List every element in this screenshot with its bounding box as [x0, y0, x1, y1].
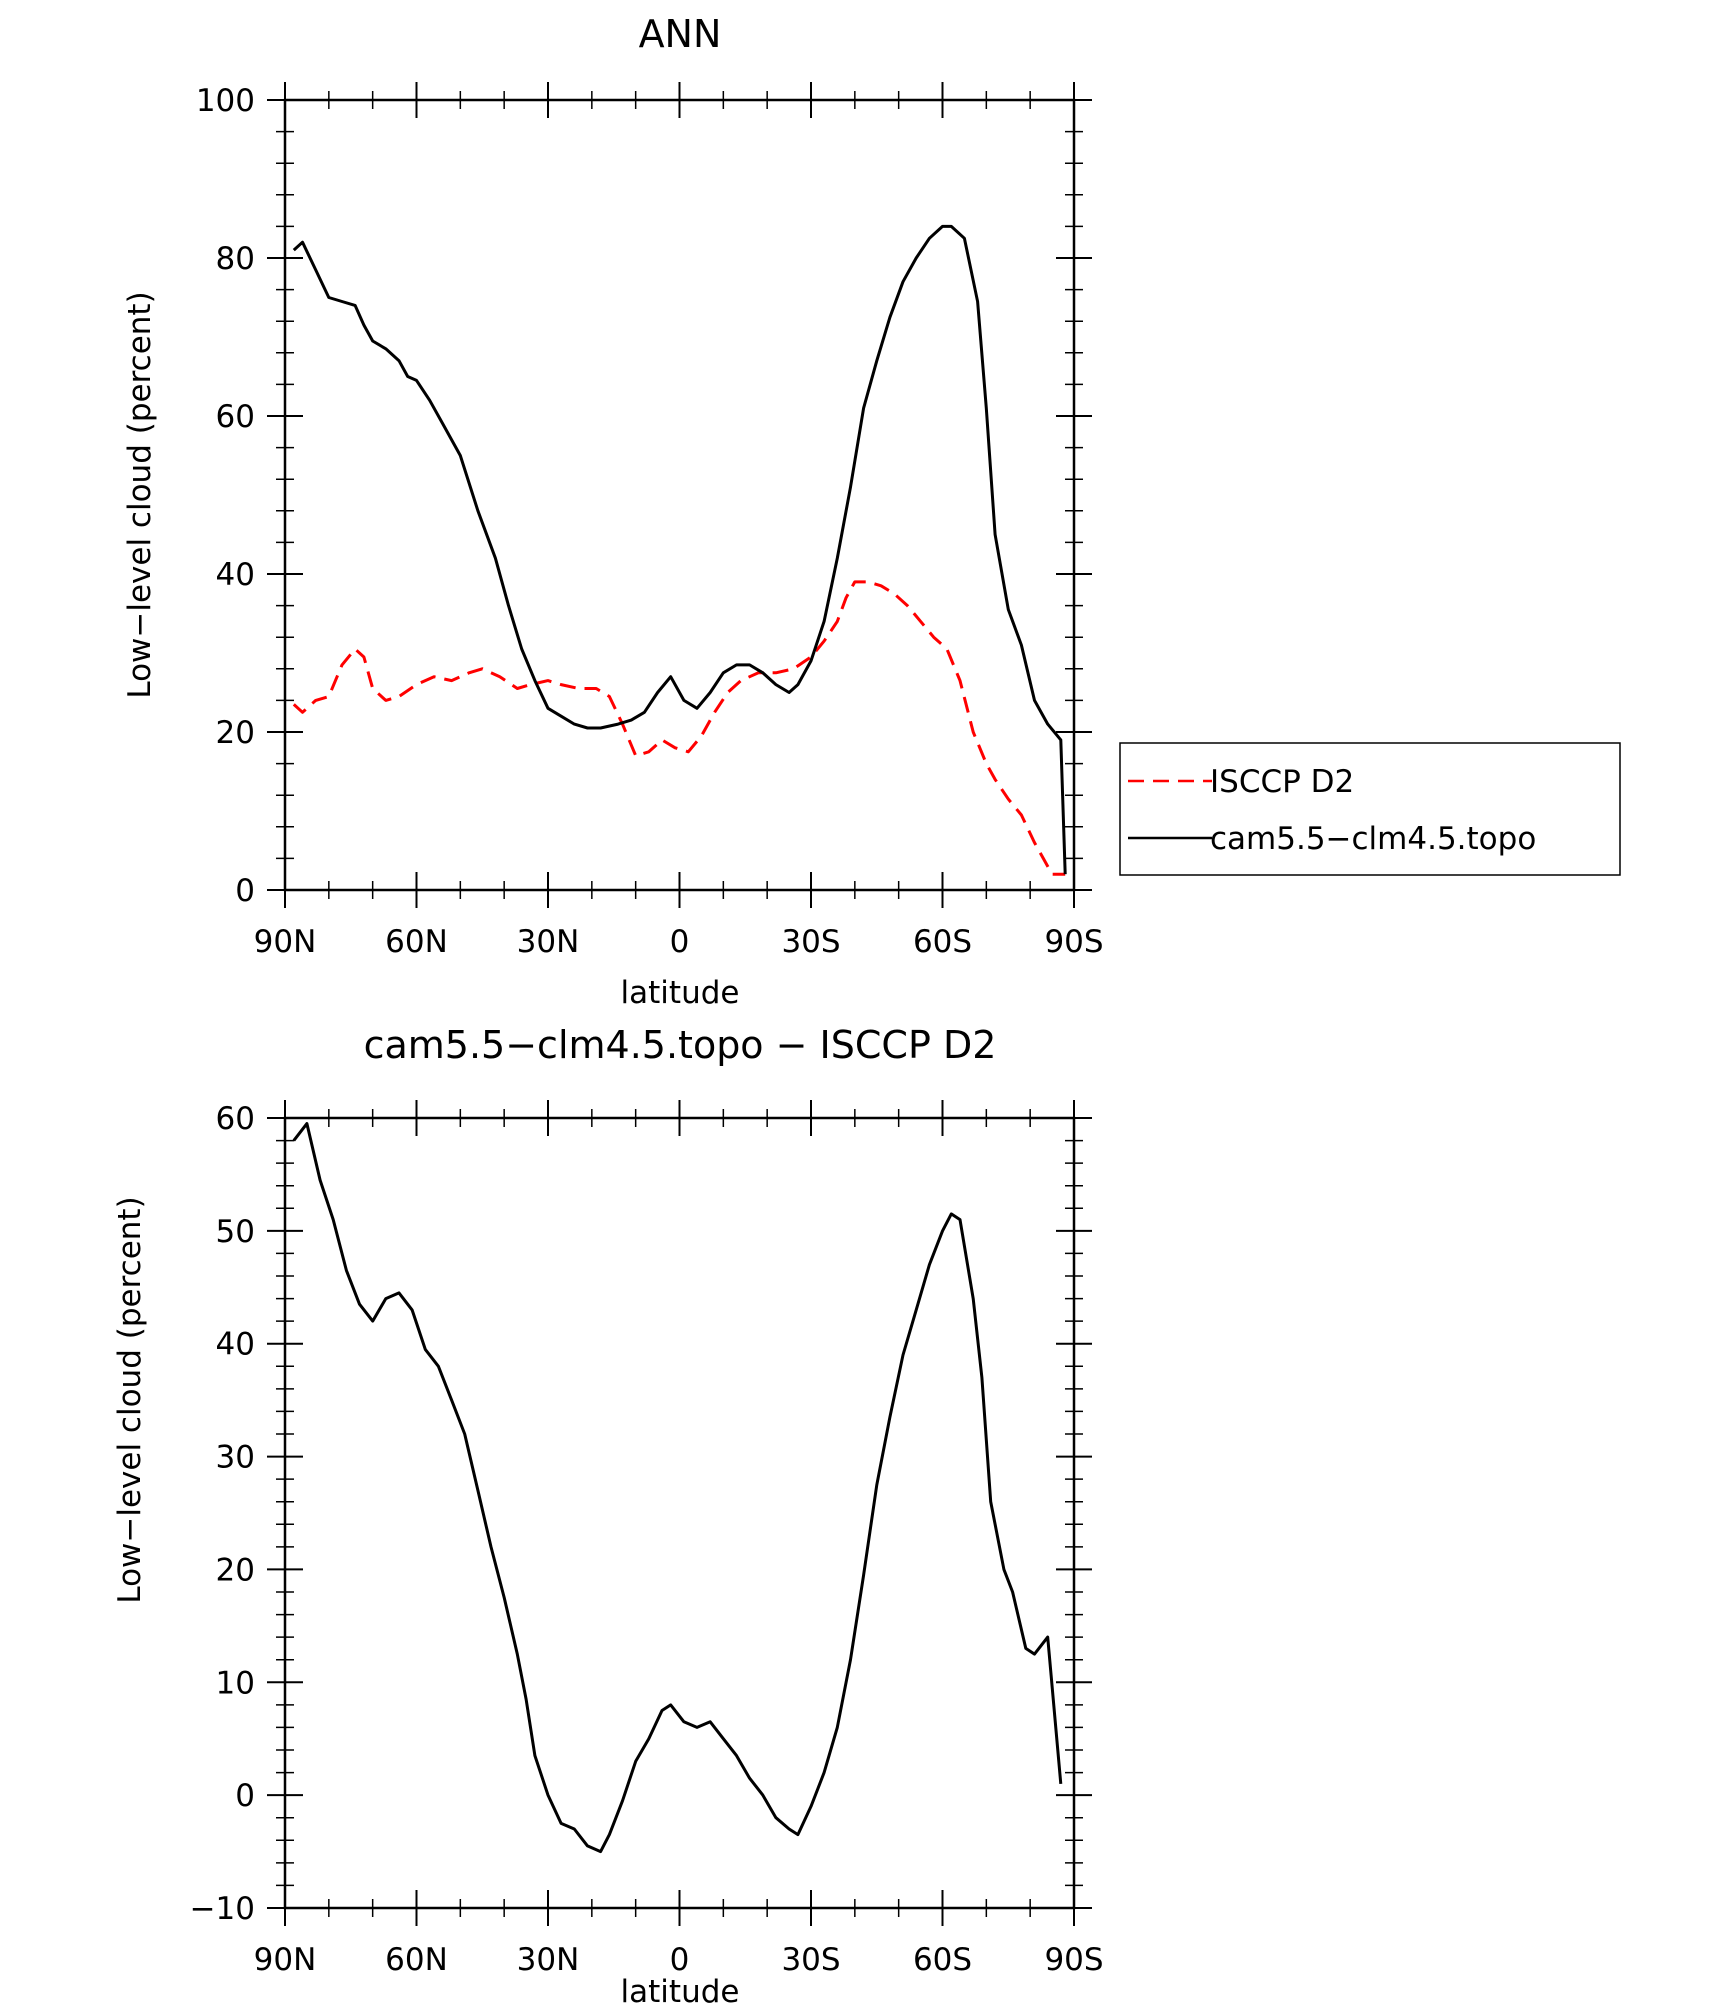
ann-ytick-label: 40	[216, 557, 255, 593]
ann-xtick-label: 30S	[781, 924, 840, 960]
diff-ytick-label: 60	[216, 1101, 255, 1137]
ann-xtick-label: 60N	[385, 924, 448, 960]
ann-series-layer	[292, 224, 1067, 876]
ann-ytick-label: 0	[235, 873, 255, 909]
diff-plot-title: cam5.5−clm4.5.topo − ISCCP D2	[364, 1023, 997, 1067]
difference-panel: cam5.5−clm4.5.topo − ISCCP D2 Low−level …	[112, 1023, 1104, 2010]
ann-series-line-isccp-d2	[292, 580, 1066, 876]
diff-ytick-label: 0	[235, 1778, 255, 1814]
diff-xtick-label: 90N	[254, 1942, 317, 1978]
diff-ytick-label: −10	[190, 1891, 255, 1927]
ann-plot-title: ANN	[639, 12, 722, 56]
diff-ytick-label: 40	[216, 1327, 255, 1363]
ann-ytick-label: 60	[216, 399, 255, 435]
diff-y-axis-title: Low−level cloud (percent)	[112, 1196, 148, 1603]
legend: ISCCP D2 cam5.5−clm4.5.topo	[1119, 742, 1621, 876]
diff-xtick-label: 0	[670, 1942, 690, 1978]
diff-xtick-label: 30S	[781, 1942, 840, 1978]
ann-xtick-label: 0	[670, 924, 690, 960]
ann-plot-frame	[283, 98, 1076, 892]
diff-series-line-cam5-5-difference	[292, 1122, 1063, 1854]
diff-xtick-label: 90S	[1044, 1942, 1103, 1978]
legend-label-isccp-d2: ISCCP D2	[1210, 764, 1354, 800]
ann-x-ticks: 90N 60N 30N 0 30S 60S 90S	[254, 82, 1104, 960]
legend-box	[1119, 742, 1621, 876]
diff-ytick-label: 50	[216, 1214, 255, 1250]
diff-y-ticks: −10 0 10 20 30 40 50 60	[190, 1101, 1092, 1927]
ann-xtick-label: 90N	[254, 924, 317, 960]
diff-xtick-label: 60N	[385, 1942, 448, 1978]
ann-xtick-label: 30N	[517, 924, 580, 960]
diff-ytick-label: 20	[216, 1552, 255, 1588]
diff-plot-frame	[283, 1116, 1076, 1910]
diff-ytick-label: 10	[216, 1665, 255, 1701]
ann-ytick-label: 100	[196, 83, 255, 119]
diff-x-ticks: 90N 60N 30N 0 30S 60S 90S	[254, 1100, 1104, 1978]
diff-xtick-label: 30N	[517, 1942, 580, 1978]
ann-ytick-label: 20	[216, 715, 255, 751]
ann-ytick-label: 80	[216, 241, 255, 277]
diff-xtick-label: 60S	[913, 1942, 972, 1978]
ann-series-line-cam5-5	[292, 224, 1067, 875]
ann-xtick-label: 90S	[1044, 924, 1103, 960]
legend-label-cam5-5: cam5.5−clm4.5.topo	[1210, 821, 1536, 857]
ann-x-axis-title: latitude	[621, 975, 740, 1011]
diff-ytick-label: 30	[216, 1440, 255, 1476]
diff-series-layer	[292, 1122, 1063, 1854]
ann-y-axis-title: Low−level cloud (percent)	[122, 291, 158, 698]
ann-xtick-label: 60S	[913, 924, 972, 960]
ann-panel: ANN Low−level cloud (percent) latitude 0…	[122, 12, 1621, 1011]
ann-y-ticks: 0 20 40 60 80 100	[196, 83, 1092, 909]
diff-x-axis-title: latitude	[621, 1974, 740, 2010]
